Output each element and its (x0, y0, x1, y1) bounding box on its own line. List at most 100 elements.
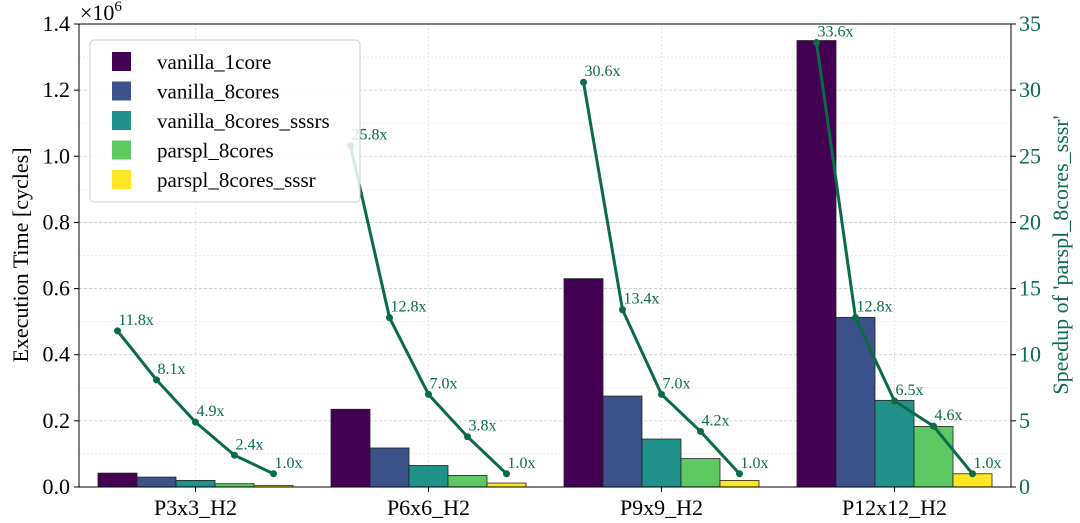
legend-label: parspl_8cores (157, 139, 274, 163)
plot-frame (78, 23, 1012, 488)
y-tick-label: 0.4 (43, 342, 71, 367)
right-tick-label: 35 (1019, 11, 1041, 36)
speedup-label: 8.1x (158, 361, 186, 378)
speedup-point (580, 78, 587, 86)
bars (97, 40, 993, 488)
speedup-point (231, 451, 238, 459)
speedup-label: 13.4x (624, 291, 660, 308)
speedup-lines (114, 39, 976, 478)
speedup-label: 1.0x (974, 455, 1002, 472)
bar-vanilla_1core (97, 472, 138, 488)
speedup-point (192, 418, 199, 426)
speedup-point (813, 39, 820, 47)
speedup-label: 4.6x (935, 407, 963, 424)
bar-vanilla_8cores (602, 395, 643, 488)
bar-parspl_8cores (447, 475, 488, 488)
speedup-label: 12.8x (857, 299, 893, 316)
speedup-point (503, 470, 510, 478)
speedup-label: 2.4x (236, 436, 264, 453)
speedup-label: 1.0x (741, 455, 769, 472)
speedup-label: 6.5x (896, 382, 924, 399)
x-tick-label: P12x12_H2 (842, 495, 947, 520)
right-tick-label: 15 (1019, 276, 1041, 301)
legend-label: vanilla_1core (157, 50, 271, 74)
bar-vanilla_8cores_sssrs (874, 399, 915, 488)
x-ticks: P3x3_H2 P6x6_H2 P9x9_H2 P12x12_H2 (154, 487, 947, 520)
bar-vanilla_8cores (835, 316, 876, 488)
speedup-label: 1.0x (508, 455, 536, 472)
speedup-point (736, 470, 743, 478)
legend-swatch (112, 140, 131, 160)
y-tick-label: 1.2 (43, 77, 71, 102)
axes (78, 23, 1012, 488)
speedup-point (619, 306, 626, 314)
y-scale-label: ×106 (80, 0, 122, 25)
speedup-label: 4.2x (702, 412, 730, 429)
bar-vanilla_8cores_sssrs (408, 465, 449, 488)
speedup-point (891, 397, 898, 405)
speedup-label: 1.0x (275, 455, 303, 472)
y-tick-label: 1.4 (43, 11, 71, 36)
speedup-label: 3.8x (469, 418, 497, 435)
bar-parspl_8cores (680, 458, 721, 488)
right-y-axis-label: Speedup of 'parspl_8cores_sssr' (1048, 115, 1073, 394)
speedup-point (930, 422, 937, 430)
speedup-label: 11.8x (119, 312, 154, 329)
bar-vanilla_8cores (136, 476, 177, 488)
bar-parspl_8cores_sssr (486, 482, 527, 488)
y-axis-label: Execution Time [cycles] (8, 147, 33, 362)
right-tick-label: 10 (1019, 342, 1041, 367)
y-tick-label: 1.0 (43, 143, 71, 168)
speedup-point (969, 470, 976, 478)
speedup-label: 7.0x (663, 375, 691, 392)
legend-label: parspl_8cores_sssr (157, 168, 316, 192)
legend: vanilla_1core vanilla_8cores vanilla_8core… (89, 39, 361, 203)
legend-swatch (112, 81, 131, 101)
speedup-label: 4.9x (197, 403, 225, 420)
bar-parspl_8cores (913, 426, 954, 488)
legend-label: vanilla_8cores_sssrs (157, 109, 330, 133)
speedup-label: 33.6x (818, 24, 854, 41)
left-y-ticks: 0.0 0.2 0.4 0.6 0.8 1.0 1.2 1.4 (43, 11, 79, 499)
speedup-point (464, 433, 471, 441)
bar-vanilla_1core (330, 408, 371, 488)
legend-swatch (112, 170, 131, 189)
x-tick-label: P6x6_H2 (387, 495, 470, 520)
y-tick-label: 0.6 (43, 276, 71, 301)
right-tick-label: 30 (1019, 77, 1041, 102)
speedup-point (697, 427, 704, 435)
speedup-label: 12.8x (391, 299, 427, 316)
bar-vanilla_1core (796, 40, 837, 488)
bar-parspl_8cores_sssr (719, 479, 760, 488)
y-tick-label: 0.8 (43, 209, 71, 234)
x-tick-label: P9x9_H2 (620, 495, 703, 520)
x-tick-label: P3x3_H2 (154, 495, 237, 520)
bar-vanilla_1core (563, 278, 604, 488)
right-tick-label: 5 (1019, 408, 1030, 433)
speedup-point (114, 327, 121, 335)
speedup-point (270, 470, 277, 478)
bar-vanilla_8cores (369, 447, 410, 488)
right-tick-label: 0 (1019, 474, 1030, 499)
right-y-ticks: 0 5 10 15 20 25 30 35 (1011, 11, 1041, 499)
speedup-label: 7.0x (430, 375, 458, 392)
speedup-point (386, 314, 393, 322)
y-tick-label: 0.2 (43, 408, 71, 433)
bar-vanilla_8cores_sssrs (175, 479, 216, 488)
speedup-label: 30.6x (585, 63, 621, 80)
right-tick-label: 20 (1019, 209, 1041, 234)
legend-swatch (112, 111, 131, 130)
legend-swatch (112, 52, 131, 71)
bar-vanilla_8cores_sssrs (641, 438, 682, 488)
speedup-point (425, 390, 432, 398)
speedup-point (658, 390, 665, 398)
speedup-labels: 11.8x8.1x4.9x2.4x1.0x25.8x12.8x7.0x3.8x1… (119, 24, 1002, 472)
speedup-point (852, 314, 859, 322)
speedup-point (153, 376, 160, 384)
right-tick-label: 25 (1019, 143, 1041, 168)
legend-label: vanilla_8cores (157, 80, 279, 104)
legend-box (89, 39, 361, 203)
y-tick-label: 0.0 (43, 474, 71, 499)
